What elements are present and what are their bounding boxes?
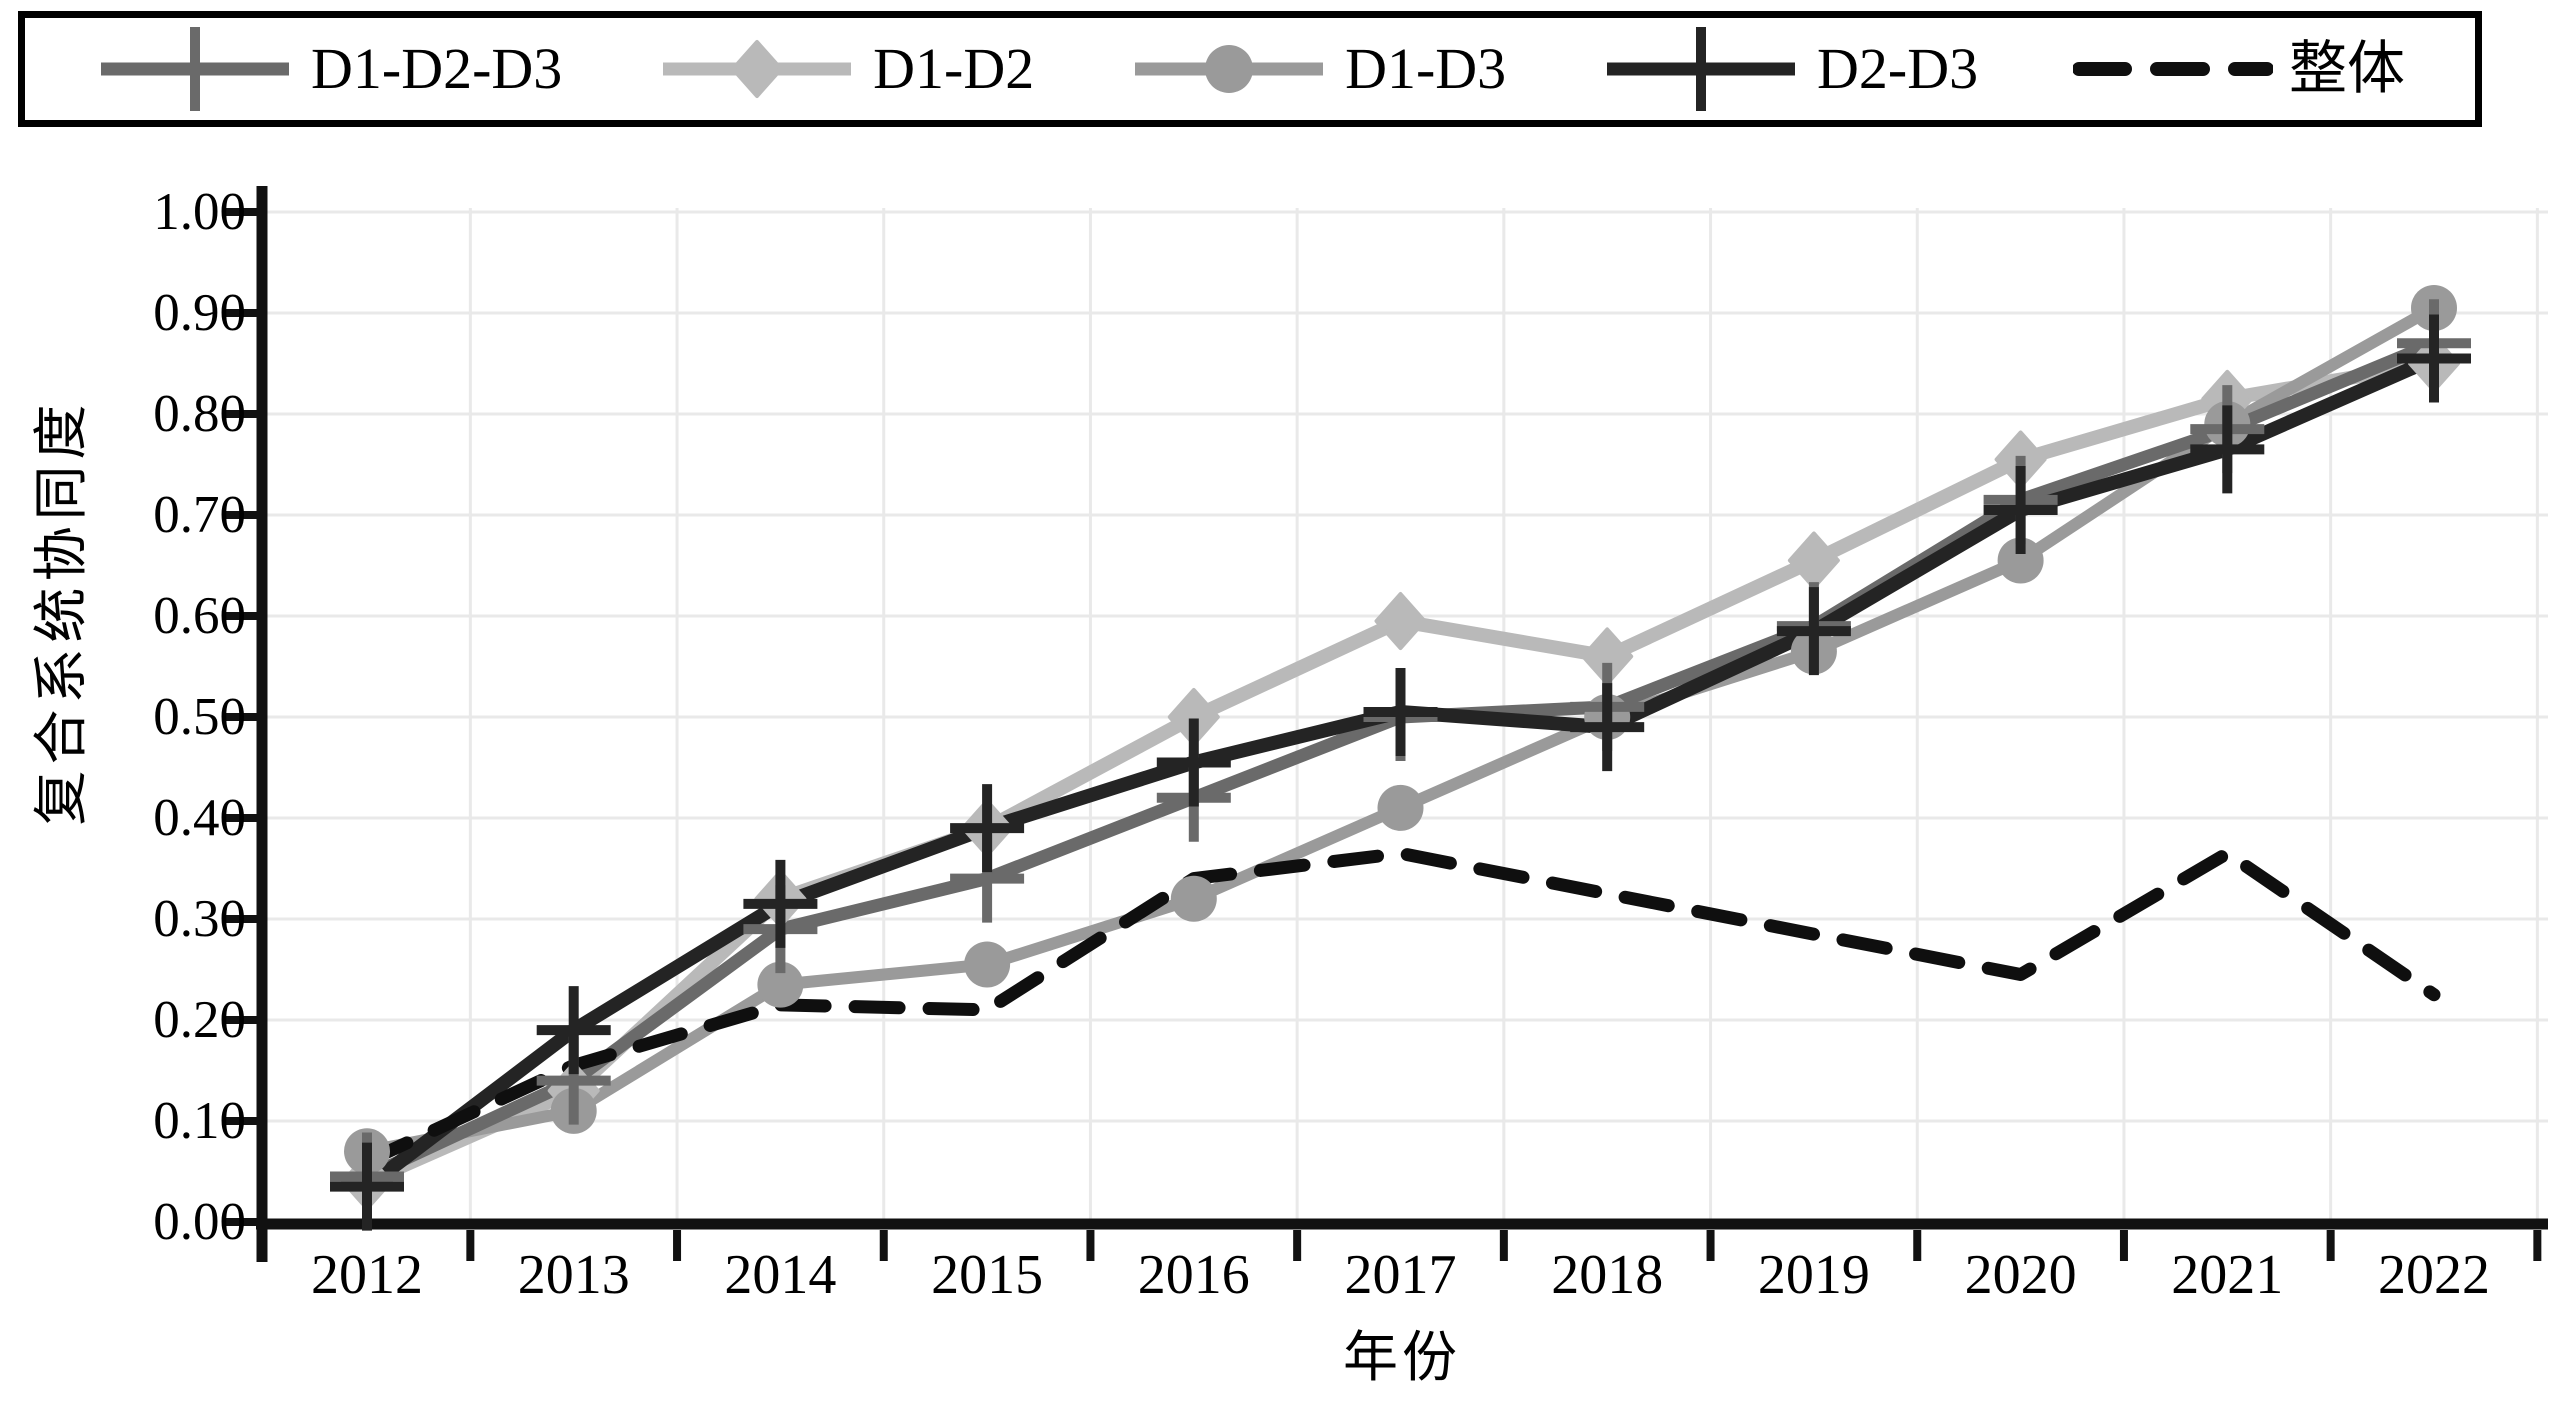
legend-label-overall: 整体 bbox=[2288, 36, 2405, 101]
series-markers-d1-d2-d3 bbox=[330, 299, 2471, 1221]
marker-plus bbox=[2190, 405, 2265, 494]
x-tick-label: 2017 bbox=[1344, 1244, 1457, 1306]
series-line-overall bbox=[360, 846, 2441, 1168]
series-markers-d1-d2 bbox=[341, 334, 2460, 1211]
legend-sample-d1-d2-d3 bbox=[101, 27, 289, 111]
legend-sample-d1-d3 bbox=[1135, 45, 1324, 93]
marker-circle bbox=[1170, 875, 1217, 922]
marker-plus bbox=[1983, 465, 2058, 554]
legend-item-d1-d2: D1-D2 bbox=[657, 19, 1034, 119]
marker-plus bbox=[950, 784, 1025, 873]
marker-diamond bbox=[1787, 531, 1840, 590]
legend-sample-overall bbox=[2072, 62, 2273, 76]
x-tick-label: 2020 bbox=[1964, 1244, 2077, 1306]
marker-plus bbox=[2397, 314, 2471, 403]
marker-diamond bbox=[1374, 592, 1427, 651]
x-tick-label: 2012 bbox=[311, 1244, 423, 1306]
legend-label-d2-d3: D2-D3 bbox=[1817, 36, 1979, 101]
x-tick-label: 2021 bbox=[2171, 1244, 2284, 1306]
legend-sample-d2-d3 bbox=[1607, 27, 1796, 111]
x-tick-label: 2018 bbox=[1551, 1244, 1664, 1306]
marker-circle bbox=[757, 961, 804, 1008]
marker-plus bbox=[743, 859, 818, 948]
y-tick-label: 0.40 bbox=[153, 789, 246, 847]
x-tick-label: 2019 bbox=[1757, 1244, 1870, 1306]
x-tick-label: 2015 bbox=[931, 1244, 1044, 1306]
legend-item-d1-d3: D1-D3 bbox=[1129, 19, 1506, 119]
legend-label-d1-d3: D1-D3 bbox=[1345, 36, 1507, 101]
legend-circle-marker-icon bbox=[1205, 45, 1254, 93]
y-tick-label: 0.00 bbox=[153, 1193, 246, 1251]
y-tick-label: 0.30 bbox=[153, 890, 246, 948]
legend-plus-marker-icon bbox=[1663, 27, 1740, 111]
x-tick-label: 2013 bbox=[517, 1244, 630, 1306]
marker-plus bbox=[536, 986, 611, 1075]
gridlines bbox=[262, 208, 2548, 1222]
legend-label-d1-d2-d3: D1-D2-D3 bbox=[311, 36, 563, 101]
legend-item-d1-d2-d3: D1-D2-D3 bbox=[95, 19, 562, 119]
axis-ticks bbox=[226, 208, 2542, 1262]
marker-plus bbox=[1776, 587, 1851, 676]
y-tick-label: 0.60 bbox=[153, 587, 246, 645]
marker-circle bbox=[1377, 784, 1424, 831]
y-tick-label: 0.20 bbox=[153, 991, 246, 1049]
legend-label-d1-d2: D1-D2 bbox=[873, 36, 1035, 101]
legend-item-d2-d3: D2-D3 bbox=[1601, 19, 1978, 119]
series-markers-d2-d3 bbox=[330, 314, 2471, 1231]
y-tick-label: 0.10 bbox=[153, 1092, 246, 1150]
legend-diamond-marker-icon bbox=[731, 40, 784, 98]
marker-circle bbox=[964, 941, 1011, 988]
chart-legend: D1-D2-D3 D1-D2 D1-D3 D2-D3 整体 bbox=[18, 11, 2482, 127]
legend-sample-d1-d2 bbox=[663, 40, 852, 98]
marker-plus bbox=[1570, 683, 1645, 772]
x-axis-title: 年份 bbox=[1342, 1327, 1462, 1388]
marker-plus bbox=[1156, 718, 1231, 807]
y-tick-label: 0.80 bbox=[153, 385, 246, 443]
y-tick-label: 0.90 bbox=[153, 284, 246, 342]
y-tick-label: 0.50 bbox=[153, 688, 246, 746]
marker-plus bbox=[1363, 667, 1438, 756]
y-axis-title: 复合系统协同度 bbox=[31, 398, 92, 826]
legend-item-overall: 整体 bbox=[2072, 19, 2405, 119]
x-tick-label: 2016 bbox=[1137, 1244, 1250, 1306]
marker-plus bbox=[330, 1142, 404, 1231]
y-tick-label: 0.70 bbox=[153, 486, 246, 544]
x-tick-label: 2022 bbox=[2378, 1244, 2490, 1306]
legend-plus-marker-icon bbox=[157, 27, 233, 111]
marker-circle bbox=[1997, 537, 2044, 584]
y-tick-label: 1.00 bbox=[153, 183, 246, 241]
x-tick-label: 2014 bbox=[724, 1244, 837, 1306]
